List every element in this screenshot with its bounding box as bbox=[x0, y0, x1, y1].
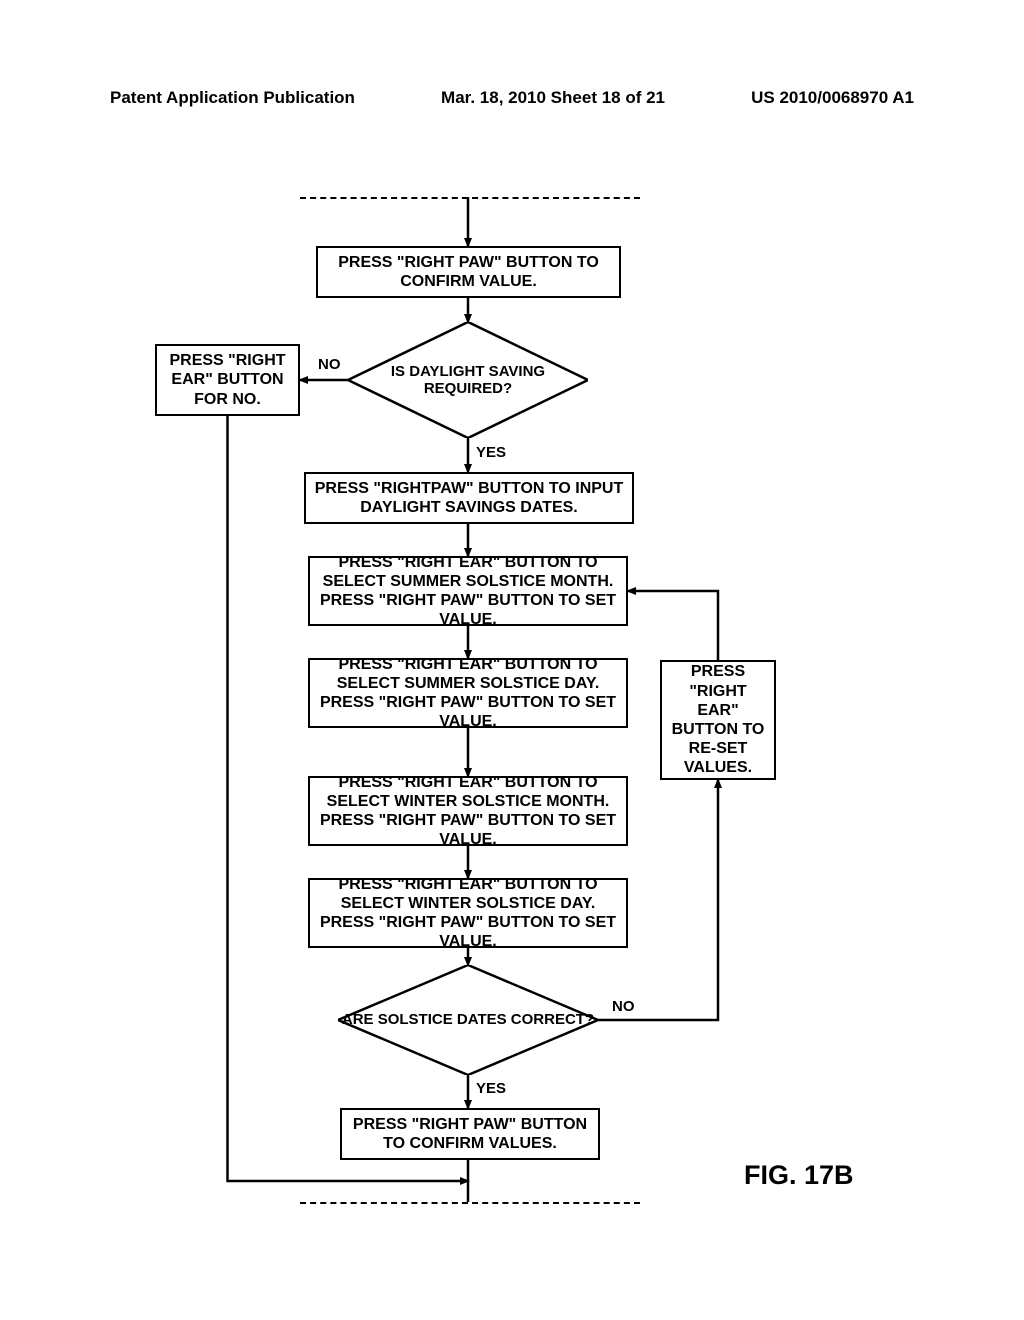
decision-diamond-d1: IS DAYLIGHT SAVING REQUIRED? bbox=[348, 322, 588, 438]
continuation-dash-top bbox=[300, 197, 640, 199]
figure-label: FIG. 17B bbox=[744, 1160, 854, 1191]
process-box-b6: PRESS "RIGHT EAR" BUTTON TO SELECT WINTE… bbox=[308, 878, 628, 948]
process-box-b7: PRESS "RIGHT PAW" BUTTON TO CONFIRM VALU… bbox=[340, 1108, 600, 1160]
process-box-b3: PRESS "RIGHT EAR" BUTTON TO SELECT SUMME… bbox=[308, 556, 628, 626]
edge-label-yes2: YES bbox=[476, 1080, 506, 1097]
edge-label-no2: NO bbox=[612, 998, 635, 1015]
continuation-dash-bottom bbox=[300, 1202, 640, 1204]
decision-diamond-d2: ARE SOLSTICE DATES CORRECT? bbox=[338, 965, 598, 1075]
process-box-b_re: PRESS "RIGHT EAR" BUTTON TO RE-SET VALUE… bbox=[660, 660, 776, 780]
process-box-b1: PRESS "RIGHT PAW" BUTTON TO CONFIRM VALU… bbox=[316, 246, 621, 298]
process-box-b_no: PRESS "RIGHT EAR" BUTTON FOR NO. bbox=[155, 344, 300, 416]
process-box-b5: PRESS "RIGHT EAR" BUTTON TO SELECT WINTE… bbox=[308, 776, 628, 846]
flowchart-diagram: PRESS "RIGHT PAW" BUTTON TO CONFIRM VALU… bbox=[0, 0, 1024, 1320]
process-box-b2: PRESS "RIGHTPAW" BUTTON TO INPUT DAYLIGH… bbox=[304, 472, 634, 524]
edge-label-yes1: YES bbox=[476, 444, 506, 461]
process-box-b4: PRESS "RIGHT EAR" BUTTON TO SELECT SUMME… bbox=[308, 658, 628, 728]
edge-label-no1: NO bbox=[318, 356, 341, 373]
